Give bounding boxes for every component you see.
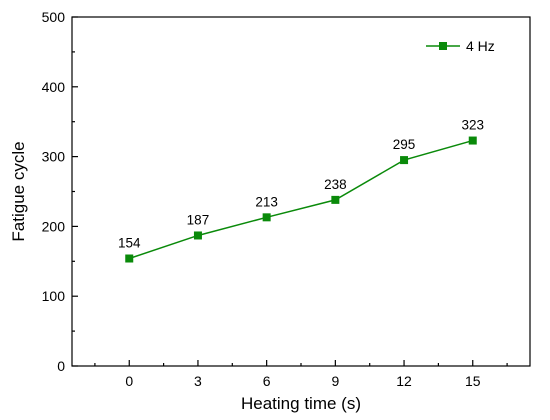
data-label: 323 — [461, 118, 484, 133]
x-tick-label: 0 — [125, 373, 133, 389]
legend-marker — [439, 42, 447, 50]
x-tick-label: 3 — [194, 373, 202, 389]
data-label: 238 — [324, 177, 347, 192]
y-tick-label: 500 — [42, 9, 66, 25]
y-tick-label: 0 — [57, 358, 65, 374]
plot-frame — [71, 16, 531, 367]
y-tick-label: 400 — [42, 79, 66, 95]
x-tick-label: 6 — [263, 373, 271, 389]
legend-label: 4 Hz — [466, 38, 495, 54]
data-point — [400, 156, 409, 165]
series-layer: 154 187 213 238 295 323 — [118, 118, 484, 263]
data-point — [468, 136, 477, 145]
data-label: 187 — [187, 212, 210, 227]
y-tick-label: 200 — [42, 218, 66, 234]
y-tick-label: 300 — [42, 149, 66, 165]
data-label: 213 — [255, 194, 278, 209]
data-label: 154 — [118, 236, 141, 251]
y-axis-title: Fatigue cycle — [9, 141, 28, 241]
x-axis-title: Heating time (s) — [241, 394, 361, 413]
x-tick-label: 12 — [396, 373, 412, 389]
x-tick-label: 15 — [465, 373, 481, 389]
data-point — [125, 254, 134, 263]
data-point — [331, 195, 340, 204]
axes: 0 100 200 300 400 500 0 3 6 9 12 15 — [42, 9, 531, 389]
series-line — [129, 139, 473, 260]
data-point — [262, 213, 271, 222]
x-tick-label: 9 — [331, 373, 339, 389]
data-point — [193, 231, 202, 240]
y-tick-label: 100 — [42, 288, 66, 304]
legend: 4 Hz — [426, 38, 495, 54]
data-label: 295 — [393, 137, 416, 152]
